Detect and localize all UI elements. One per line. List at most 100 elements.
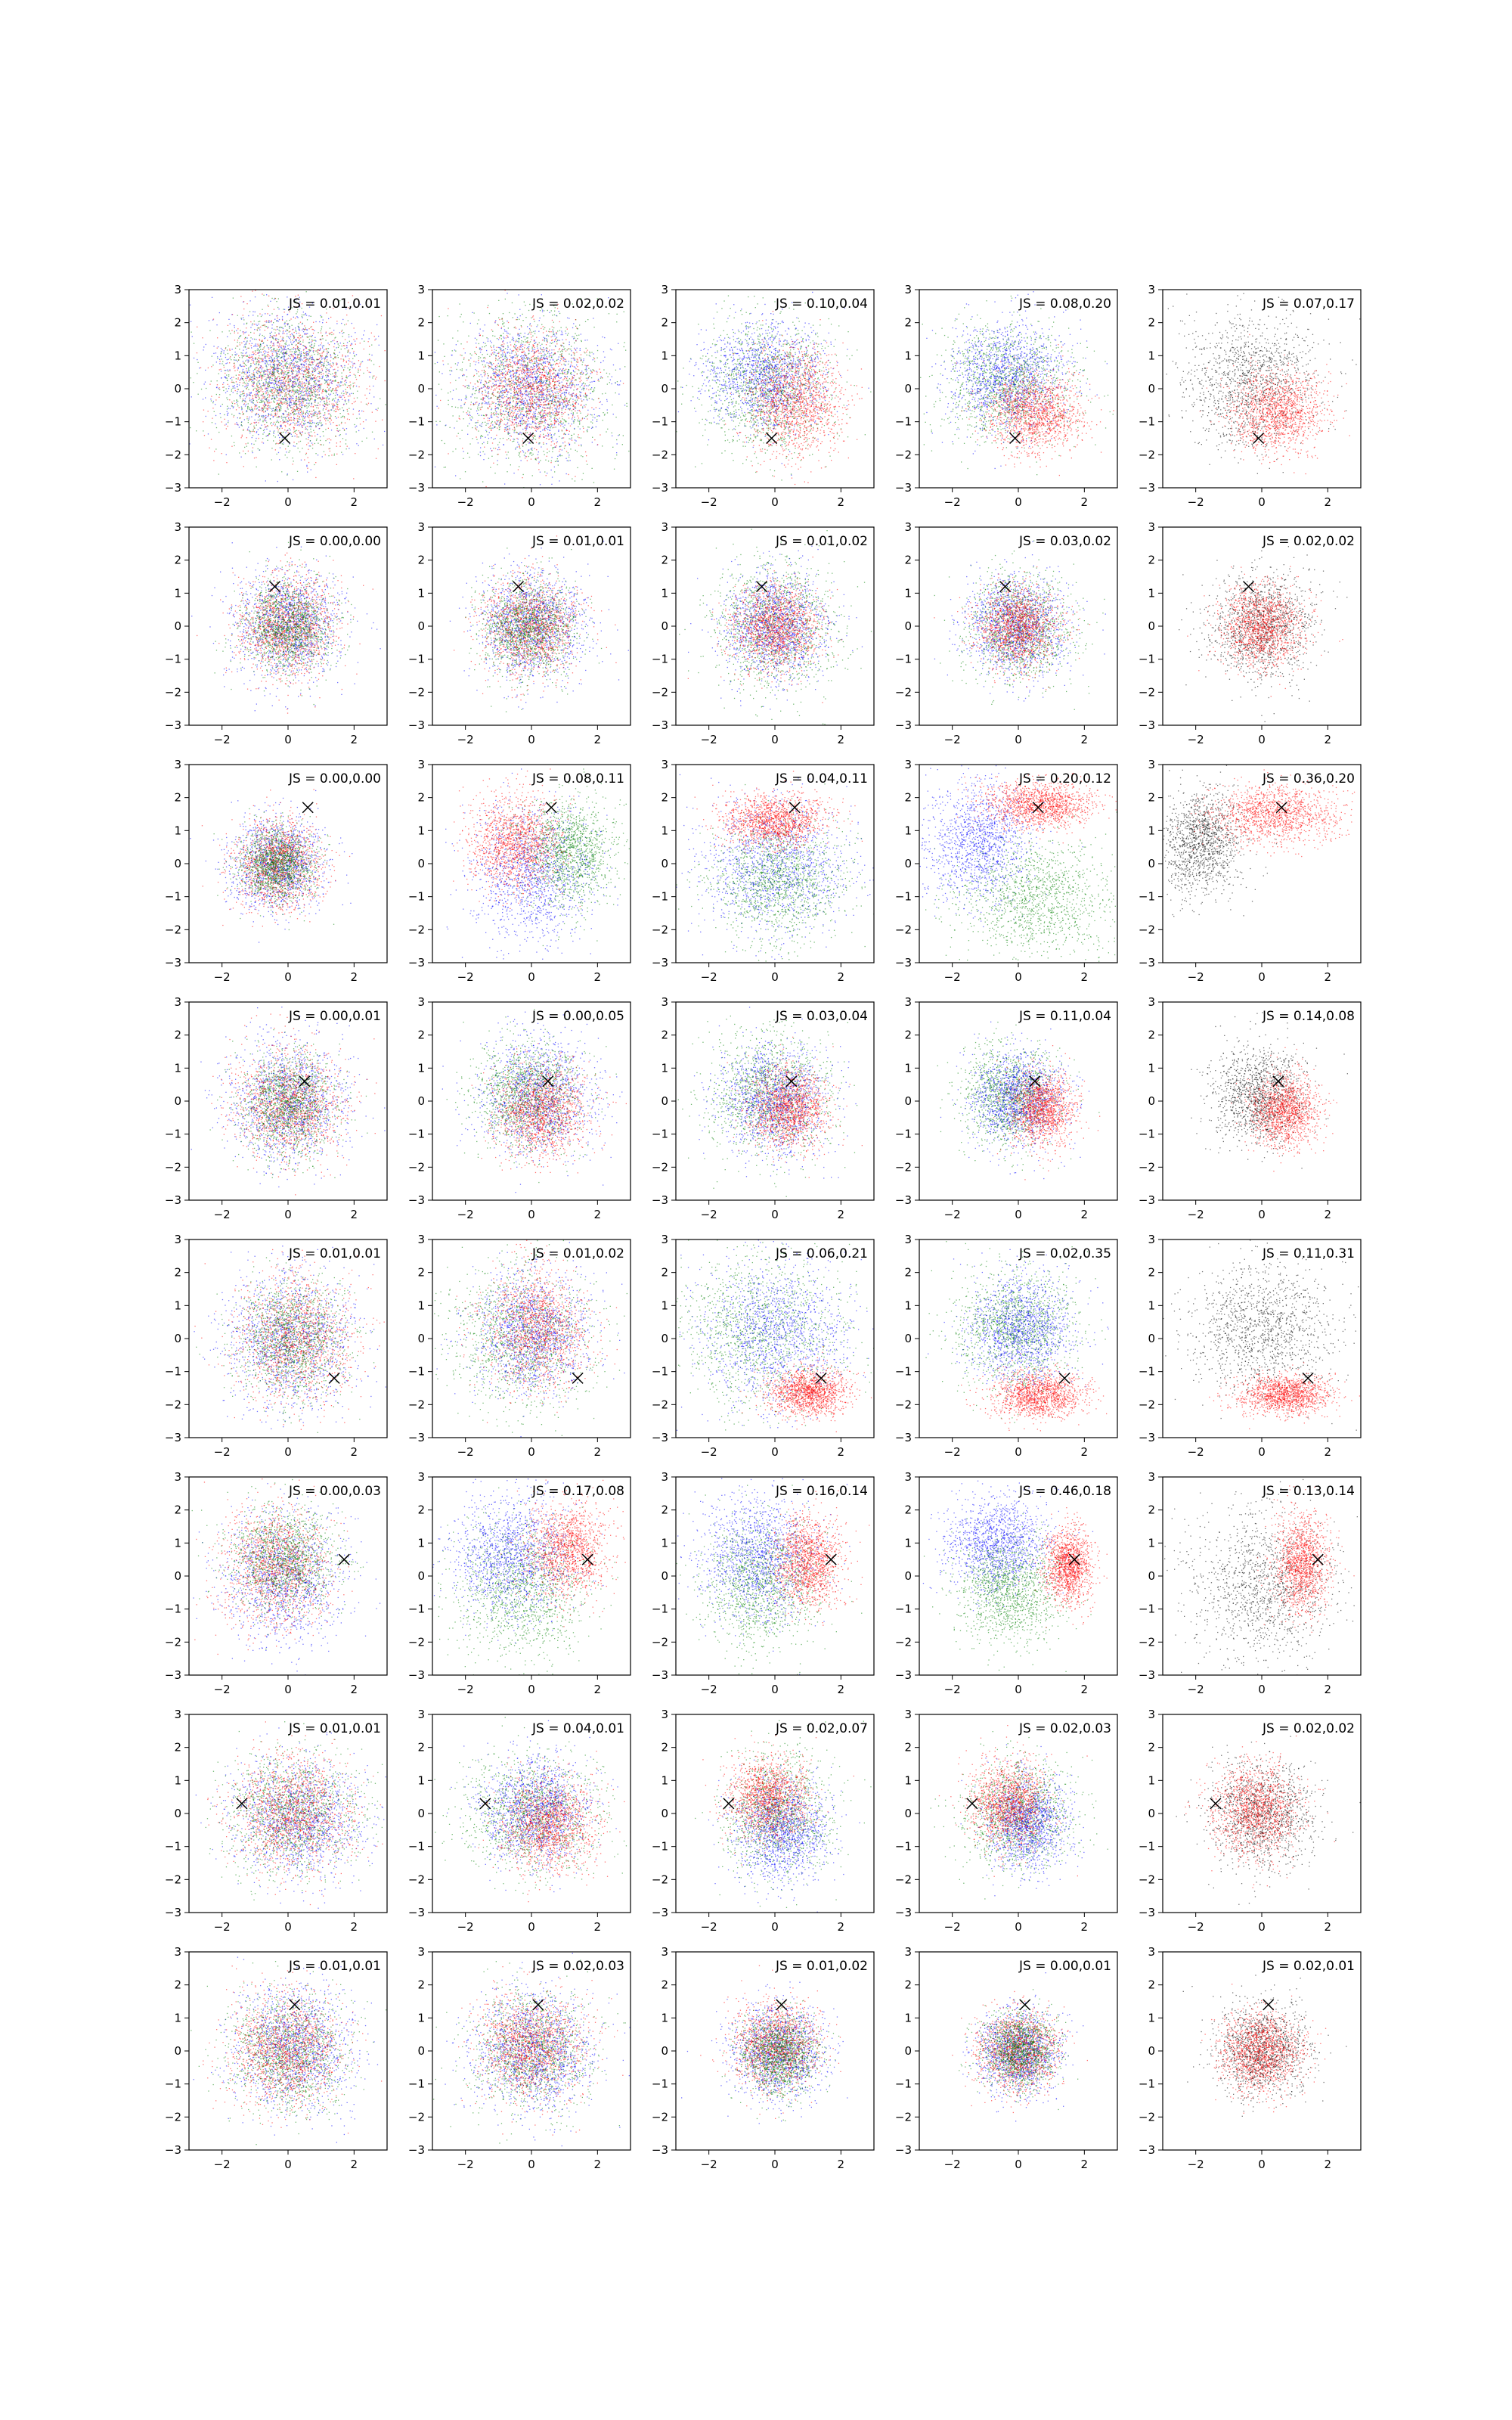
- x-tick-label: 0: [1015, 733, 1022, 746]
- y-tick-label: 0: [1148, 619, 1155, 633]
- y-tick-label: −3: [1139, 2143, 1155, 2157]
- y-tick-label: −1: [895, 1840, 912, 1854]
- y-tick-label: −2: [165, 448, 181, 461]
- x-marker: [299, 1076, 310, 1087]
- y-tick-label: −2: [652, 1398, 668, 1411]
- y-tick-label: 0: [417, 1807, 425, 1820]
- x-tick-label: 0: [528, 495, 535, 509]
- y-tick-label: 1: [1148, 1061, 1155, 1075]
- y-tick-label: 1: [174, 1773, 181, 1787]
- y-tick-label: 3: [661, 520, 668, 534]
- y-tick-label: 1: [661, 1061, 668, 1075]
- y-tick-label: 0: [417, 1094, 425, 1108]
- y-tick-label: −2: [165, 1160, 181, 1174]
- y-tick-label: 1: [1148, 586, 1155, 600]
- x-tick-label: 2: [351, 495, 358, 509]
- x-tick-label: 0: [771, 733, 779, 746]
- y-tick-label: −2: [1139, 1635, 1155, 1649]
- y-tick-label: −3: [408, 1906, 425, 1919]
- series-2-points: [189, 294, 385, 482]
- y-tick-label: −1: [652, 1128, 668, 1141]
- x-tick-label: 2: [838, 970, 845, 984]
- y-tick-label: −3: [895, 956, 912, 970]
- y-tick-label: −2: [408, 1635, 425, 1649]
- axes-frame: [1163, 1714, 1361, 1913]
- y-tick-label: −1: [165, 1128, 181, 1141]
- series-2-points: [1200, 334, 1350, 474]
- y-tick-label: −1: [1139, 1840, 1155, 1854]
- y-tick-label: 2: [417, 1978, 425, 1992]
- x-tick-label: −2: [701, 1445, 717, 1459]
- y-tick-label: −2: [895, 923, 912, 936]
- y-tick-label: −1: [895, 2077, 912, 2091]
- y-tick-label: −1: [1139, 1128, 1155, 1141]
- axes-frame: [189, 765, 387, 963]
- y-tick-label: 2: [661, 1266, 668, 1280]
- y-tick-label: 0: [1148, 1807, 1155, 1820]
- y-tick-label: −2: [1139, 1872, 1155, 1886]
- y-tick-label: −1: [408, 890, 425, 904]
- x-marker: [826, 1554, 836, 1565]
- y-tick-label: 2: [1148, 1266, 1155, 1280]
- y-tick-label: −1: [652, 653, 668, 666]
- series-2-points: [1201, 1984, 1326, 2114]
- y-tick-label: −2: [1139, 1160, 1155, 1174]
- x-tick-label: −2: [1188, 1445, 1204, 1459]
- y-tick-label: −2: [652, 685, 668, 699]
- y-tick-label: −2: [408, 923, 425, 936]
- y-tick-label: 3: [904, 283, 912, 296]
- series-3-points: [993, 1045, 1100, 1181]
- y-tick-label: 1: [417, 1773, 425, 1787]
- x-tick-label: −2: [1188, 1208, 1204, 1221]
- series-3-points: [725, 311, 863, 485]
- y-tick-label: 0: [904, 382, 912, 396]
- series-2-points: [961, 1744, 1085, 1896]
- y-tick-label: 0: [174, 619, 181, 633]
- series-3-points: [203, 1965, 382, 2133]
- x-tick-label: 2: [1325, 1683, 1332, 1696]
- y-tick-label: 3: [417, 520, 425, 534]
- js-label: JS = 0.36,0.20: [1262, 771, 1355, 786]
- y-tick-label: 2: [904, 1503, 912, 1517]
- x-tick-label: −2: [701, 1683, 717, 1696]
- series-2-points: [1185, 1736, 1335, 1888]
- series-2-points: [678, 292, 869, 476]
- axes-frame: [919, 1477, 1117, 1675]
- series-1-points: [695, 1720, 872, 1908]
- axes-frame: [1163, 290, 1361, 488]
- y-tick-label: −2: [652, 1635, 668, 1649]
- y-tick-label: 0: [661, 382, 668, 396]
- js-label: JS = 0.02,0.02: [1262, 534, 1355, 549]
- x-tick-label: 2: [838, 1208, 845, 1221]
- y-tick-label: −3: [652, 956, 668, 970]
- y-tick-label: −3: [165, 1431, 181, 1444]
- series-2-points: [1257, 1485, 1355, 1633]
- y-tick-label: −1: [1139, 653, 1155, 666]
- y-tick-label: 1: [904, 1298, 912, 1312]
- y-tick-label: 3: [417, 1945, 425, 1959]
- js-label: JS = 0.00,0.00: [288, 771, 381, 786]
- y-tick-label: 2: [661, 1028, 668, 1042]
- y-tick-label: −3: [652, 1906, 668, 1919]
- x-tick-label: −2: [457, 495, 474, 509]
- y-tick-label: 2: [904, 1978, 912, 1992]
- x-tick-label: 0: [284, 970, 292, 984]
- y-tick-label: 3: [904, 1708, 912, 1721]
- y-tick-label: 0: [904, 2044, 912, 2058]
- x-tick-label: 2: [351, 1683, 358, 1696]
- x-tick-label: 0: [771, 1208, 779, 1221]
- x-tick-label: 2: [1081, 1208, 1089, 1221]
- x-tick-label: 2: [351, 733, 358, 746]
- js-label: JS = 0.17,0.08: [531, 1484, 624, 1499]
- y-tick-label: −3: [1139, 481, 1155, 495]
- x-tick-label: −2: [701, 970, 717, 984]
